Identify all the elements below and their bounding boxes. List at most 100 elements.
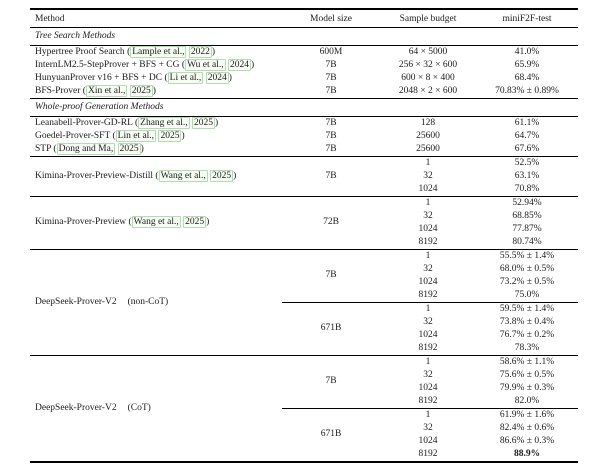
citation-link-authors[interactable]: Li et al.,	[167, 71, 204, 84]
sample-budget-cell: 128	[420, 117, 436, 128]
section-row: Tree Search Methods	[30, 27, 578, 46]
citation-link-authors[interactable]: Wang et al.,	[131, 216, 181, 229]
citation-link-year[interactable]: 2025	[192, 116, 215, 129]
table-row: 32 73.8% ± 0.4%	[30, 316, 578, 329]
sample-budget-cell: 8192	[380, 236, 476, 250]
section-header: Whole-proof Generation Methods	[30, 98, 578, 117]
sample-budget-cell: 32	[423, 263, 433, 274]
result-cell: 67.6%	[476, 143, 578, 157]
citation-link-authors[interactable]: Dong and Ma,	[56, 142, 116, 155]
sample-budget-cell: 1	[425, 356, 431, 367]
method-cell: InternLM2.5-StepProver + BFS + CG (Wu et…	[35, 58, 255, 71]
model-size-cell: 7B	[282, 85, 380, 99]
sample-budget-cell: 32	[423, 210, 433, 221]
table-row: 1024 86.6% ± 0.3%	[30, 435, 578, 448]
citation-link-authors[interactable]: Zhang et al.,	[138, 116, 190, 129]
method-cell: HunyuanProver v16 + BFS + DC (Li et al.,…	[35, 71, 232, 84]
model-size-cell: 7B	[282, 143, 380, 157]
result-cell: 88.9%	[476, 448, 578, 463]
result-cell: 61.1%	[514, 117, 540, 128]
model-size-cell: 7B	[282, 156, 380, 197]
citation-link-year[interactable]: 2025	[183, 216, 207, 229]
result-cell: 61.9% ± 1.6%	[476, 408, 578, 422]
sample-budget-cell: 64 × 5000	[408, 46, 448, 57]
citation-link-year[interactable]: 2025	[117, 142, 141, 155]
method-cell: Leanabell-Prover-GD-RL (Zhang et al., 20…	[35, 116, 219, 129]
table-row: 8192 75.0%	[30, 289, 578, 303]
result-cell: 41.0%	[514, 46, 540, 57]
table-row: 1024 77.87%	[30, 223, 578, 236]
table-row: 671B 1 59.5% ± 1.4%	[30, 302, 578, 356]
result-cell: 75.0%	[514, 289, 540, 300]
result-cell: 68.0% ± 0.5%	[499, 263, 555, 274]
table-row: DeepSeek-Prover-V2 (non-CoT) 7B 1 55.5% ± 1.…	[30, 249, 578, 356]
table-row: Kimina-Prover-Preview (Wang et al., 2025…	[30, 196, 578, 250]
sample-budget-cell: 1	[380, 302, 476, 316]
result-cell: 52.5%	[514, 157, 540, 168]
result-cell: 73.2% ± 0.5%	[499, 276, 555, 287]
result-cell: 70.83% ± 0.89%	[476, 85, 578, 99]
sample-budget-cell: 256 × 32 × 600	[398, 59, 458, 70]
table-row: 1024 76.7% ± 0.2%	[30, 329, 578, 342]
model-size-cell: 7B	[325, 270, 337, 281]
table-row: DeepSeek-Prover-V2 (CoT) 7B 1 58.6% ± 1.1%	[30, 355, 578, 463]
citation-link-year[interactable]: 2024	[205, 71, 229, 84]
citation-link-authors[interactable]: Xin et al.,	[85, 84, 128, 97]
citation-link-year[interactable]: 2022	[188, 45, 212, 58]
result-cell: 65.9%	[514, 59, 540, 70]
sample-budget-cell: 1024	[418, 276, 438, 287]
citation-link-year[interactable]: 2025	[129, 84, 153, 97]
sample-budget-cell: 25600	[380, 143, 476, 157]
sample-budget-cell: 8192	[418, 289, 438, 300]
result-cell: 78.3%	[476, 342, 578, 356]
model-size-cell: 72B	[282, 196, 380, 250]
citation-link-authors[interactable]: Wang et al.,	[158, 169, 208, 182]
citation-link-authors[interactable]: Wu et al.,	[185, 58, 226, 71]
result-cell: 86.6% ± 0.3%	[499, 435, 555, 446]
table-row: 1024 70.8%	[30, 183, 578, 197]
model-size-cell: 600M	[319, 46, 343, 57]
citation-link-year[interactable]: 2024	[228, 58, 251, 71]
method-cell: Kimina-Prover-Preview (Wang et al., 2025…	[30, 196, 282, 250]
method-cell: STP (Dong and Ma, 2025)	[30, 142, 282, 157]
column-header-method: Method	[30, 8, 282, 28]
model-size-cell: 7B	[325, 72, 337, 83]
result-cell: 59.5% ± 1.4%	[476, 302, 578, 316]
sample-budget-cell: 1024	[380, 183, 476, 197]
table-row: InternLM2.5-StepProver + BFS + CG (Wu et…	[30, 58, 578, 72]
model-size-cell: 671B	[282, 302, 380, 356]
table-row: 8192 80.74%	[30, 236, 578, 250]
citation-link-authors[interactable]: Lample et al.,	[130, 45, 187, 58]
method-cell: DeepSeek-Prover-V2 (CoT)	[30, 355, 282, 463]
result-cell: 64.7%	[514, 130, 540, 141]
sample-budget-cell: 8192	[380, 342, 476, 356]
model-size-cell: 7B	[325, 130, 337, 141]
table-row: 8192 82.0%	[30, 395, 578, 409]
sample-budget-cell: 32	[423, 422, 433, 433]
table-body: Tree Search Methods Hypertree Proof Searc…	[30, 27, 578, 463]
sample-budget-cell: 1	[380, 408, 476, 422]
table-row: 671B 1 61.9% ± 1.6%	[30, 408, 578, 463]
result-cell: 70.8%	[476, 183, 578, 197]
sample-budget-cell: 1	[425, 157, 431, 168]
citation-link-authors[interactable]: Lin et al.,	[115, 129, 157, 142]
result-cell: 75.6% ± 0.5%	[499, 369, 555, 380]
sample-budget-cell: 1024	[418, 435, 438, 446]
column-header-minif2f-test: miniF2F-test	[476, 8, 578, 28]
column-header-model-size: Model size	[282, 8, 380, 28]
result-cell: 79.9% ± 0.3%	[499, 382, 555, 393]
method-cell: DeepSeek-Prover-V2 (non-CoT)	[30, 249, 282, 356]
method-cell: Hypertree Proof Search (Lample et al., 2…	[35, 45, 216, 58]
section-header: Tree Search Methods	[30, 27, 578, 46]
model-size-cell: 7B	[325, 117, 337, 128]
column-header-sample-budget: Sample budget	[380, 8, 476, 28]
method-cell: Kimina-Prover-Preview-Distill (Wang et a…	[30, 156, 282, 197]
section-row: Whole-proof Generation Methods	[30, 98, 578, 117]
method-cell: Goedel-Prover-SFT (Lin et al., 2025)	[35, 129, 185, 142]
result-cell: 73.8% ± 0.4%	[499, 316, 555, 327]
citation-link-year[interactable]: 2025	[158, 129, 182, 142]
table-row: 32 68.0% ± 0.5%	[30, 263, 578, 276]
table-row: Leanabell-Prover-GD-RL (Zhang et al., 20…	[30, 116, 578, 131]
citation-link-year[interactable]: 2025	[210, 169, 234, 182]
result-cell: 63.1%	[514, 170, 540, 181]
